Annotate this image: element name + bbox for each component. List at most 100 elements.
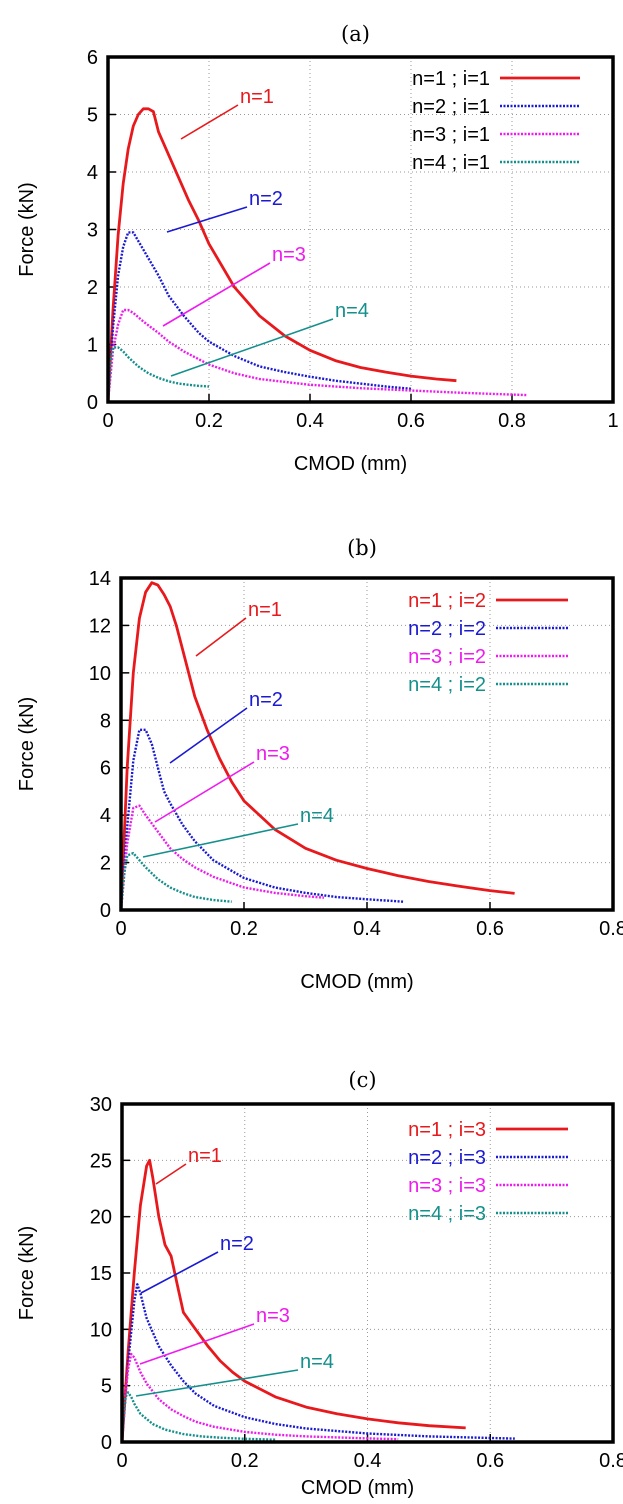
annotation-leader xyxy=(195,617,247,657)
legend-label: n=3 ; i=1 xyxy=(412,124,490,146)
y-tick-label: 0 xyxy=(100,900,111,922)
y-axis-label: Force (kN) xyxy=(16,182,38,276)
y-tick-label: 4 xyxy=(87,162,98,184)
annotation-leader xyxy=(162,262,271,327)
y-tick-label: 2 xyxy=(87,277,98,299)
x-tick-label: 0.8 xyxy=(599,918,623,940)
x-tick-label: 0.6 xyxy=(397,410,425,432)
x-tick-label: 0.6 xyxy=(476,918,504,940)
annotation-label: n=2 xyxy=(249,689,283,711)
legend-label: n=4 ; i=2 xyxy=(408,674,486,696)
series-line-n2 xyxy=(119,728,404,911)
x-tick-label: 0 xyxy=(115,918,126,940)
y-tick-label: 15 xyxy=(90,1263,112,1285)
annotation-label: n=3 xyxy=(256,1305,290,1327)
legend-label: n=4 ; i=3 xyxy=(408,1203,486,1225)
y-tick-label: 6 xyxy=(100,758,111,780)
series-line-n3 xyxy=(119,804,324,911)
x-tick-label: 0.8 xyxy=(599,1450,623,1472)
annotation-label: n=1 xyxy=(188,1145,222,1167)
series-line-n2 xyxy=(106,231,412,403)
legend-label: n=2 ; i=1 xyxy=(412,96,490,118)
y-axis-label: Force (kN) xyxy=(16,1226,38,1320)
x-axis-label: CMOD (mm) xyxy=(294,453,407,475)
y-tick-label: 2 xyxy=(100,853,111,875)
annotation-label: n=4 xyxy=(300,805,334,827)
legend-label: n=1 ; i=1 xyxy=(412,68,490,90)
x-tick-label: 0 xyxy=(102,410,113,432)
annotation-leader xyxy=(140,1251,219,1294)
legend-label: n=3 ; i=3 xyxy=(408,1175,486,1197)
chart-title: (a) xyxy=(341,22,370,46)
x-tick-label: 0.2 xyxy=(195,410,223,432)
y-tick-label: 10 xyxy=(89,663,111,685)
x-tick-label: 0.8 xyxy=(498,410,526,432)
y-tick-label: 14 xyxy=(89,568,111,590)
series-line-n4 xyxy=(120,1391,276,1443)
x-axis-label: CMOD (mm) xyxy=(300,971,413,993)
y-tick-label: 25 xyxy=(90,1150,112,1172)
y-tick-label: 5 xyxy=(87,105,98,127)
annotation-label: n=3 xyxy=(272,244,306,266)
chart-title: (b) xyxy=(347,536,377,560)
x-axis-label: CMOD (mm) xyxy=(301,1477,414,1499)
x-tick-label: 0 xyxy=(116,1450,127,1472)
y-tick-label: 5 xyxy=(101,1376,112,1398)
plot-frame xyxy=(120,1102,615,1444)
annotation-label: n=2 xyxy=(220,1233,254,1255)
annotation-label: n=3 xyxy=(256,743,290,765)
series-line-n1 xyxy=(106,107,457,403)
x-tick-label: 0.4 xyxy=(354,1450,382,1472)
y-tick-label: 20 xyxy=(90,1207,112,1229)
x-tick-label: 0.4 xyxy=(296,410,324,432)
x-tick-label: 0.2 xyxy=(231,1450,259,1472)
y-tick-label: 8 xyxy=(100,710,111,732)
legend-label: n=3 ; i=2 xyxy=(408,646,486,668)
legend-label: n=2 ; i=3 xyxy=(408,1147,486,1169)
annotation-leader xyxy=(155,1163,187,1185)
annotation-leader xyxy=(170,318,334,377)
annotation-label: n=1 xyxy=(240,86,274,108)
y-axis-label: Force (kN) xyxy=(16,697,38,791)
series-line-n4 xyxy=(106,346,210,403)
chart-panel-2: (b) 0 0.2 0.4 0.6 0.8 0 2 4 6 8 10 12 14 CMOD (mm) Forc… xyxy=(16,536,623,993)
annotation-leader xyxy=(154,761,255,823)
annotation-label: n=4 xyxy=(335,300,369,322)
annotation-leader xyxy=(135,1369,299,1397)
y-tick-label: 10 xyxy=(90,1319,112,1341)
plot-frame xyxy=(106,55,615,404)
annotation-leader xyxy=(166,206,248,233)
plot-frame xyxy=(119,576,615,912)
x-tick-label: 1 xyxy=(607,410,618,432)
annotation-label: n=4 xyxy=(300,1351,334,1373)
y-tick-label: 4 xyxy=(100,805,111,827)
x-tick-label: 0.6 xyxy=(476,1450,504,1472)
series-line-n1 xyxy=(119,581,515,911)
x-tick-label: 0.4 xyxy=(353,918,381,940)
x-tick-label: 0.2 xyxy=(230,918,258,940)
y-tick-label: 3 xyxy=(87,220,98,242)
series-line-n2 xyxy=(120,1283,515,1443)
y-tick-label: 30 xyxy=(90,1094,112,1116)
series-line-n1 xyxy=(120,1158,466,1443)
series-line-n3 xyxy=(106,308,528,403)
y-tick-label: 0 xyxy=(87,392,98,414)
annotation-leader xyxy=(169,707,248,764)
chart-panel-3: (c) 0 0.2 0.4 0.6 0.8 0 5 10 15 20 25 30 CMOD (mm) For… xyxy=(16,1068,623,1499)
legend-label: n=1 ; i=2 xyxy=(408,590,486,612)
y-tick-label: 0 xyxy=(101,1432,112,1454)
legend-label: n=4 ; i=1 xyxy=(412,152,490,174)
annotation-leader xyxy=(139,1323,255,1365)
series-line-n3 xyxy=(120,1352,399,1443)
y-tick-label: 12 xyxy=(89,615,111,637)
annotation-leader xyxy=(142,823,299,858)
annotation-label: n=1 xyxy=(248,599,282,621)
y-tick-label: 6 xyxy=(87,47,98,69)
annotation-leader xyxy=(180,104,239,140)
legend-label: n=2 ; i=2 xyxy=(408,618,486,640)
chart-title: (c) xyxy=(348,1068,376,1092)
annotation-label: n=2 xyxy=(249,188,283,210)
legend-label: n=1 ; i=3 xyxy=(408,1119,486,1141)
y-tick-label: 1 xyxy=(87,335,98,357)
